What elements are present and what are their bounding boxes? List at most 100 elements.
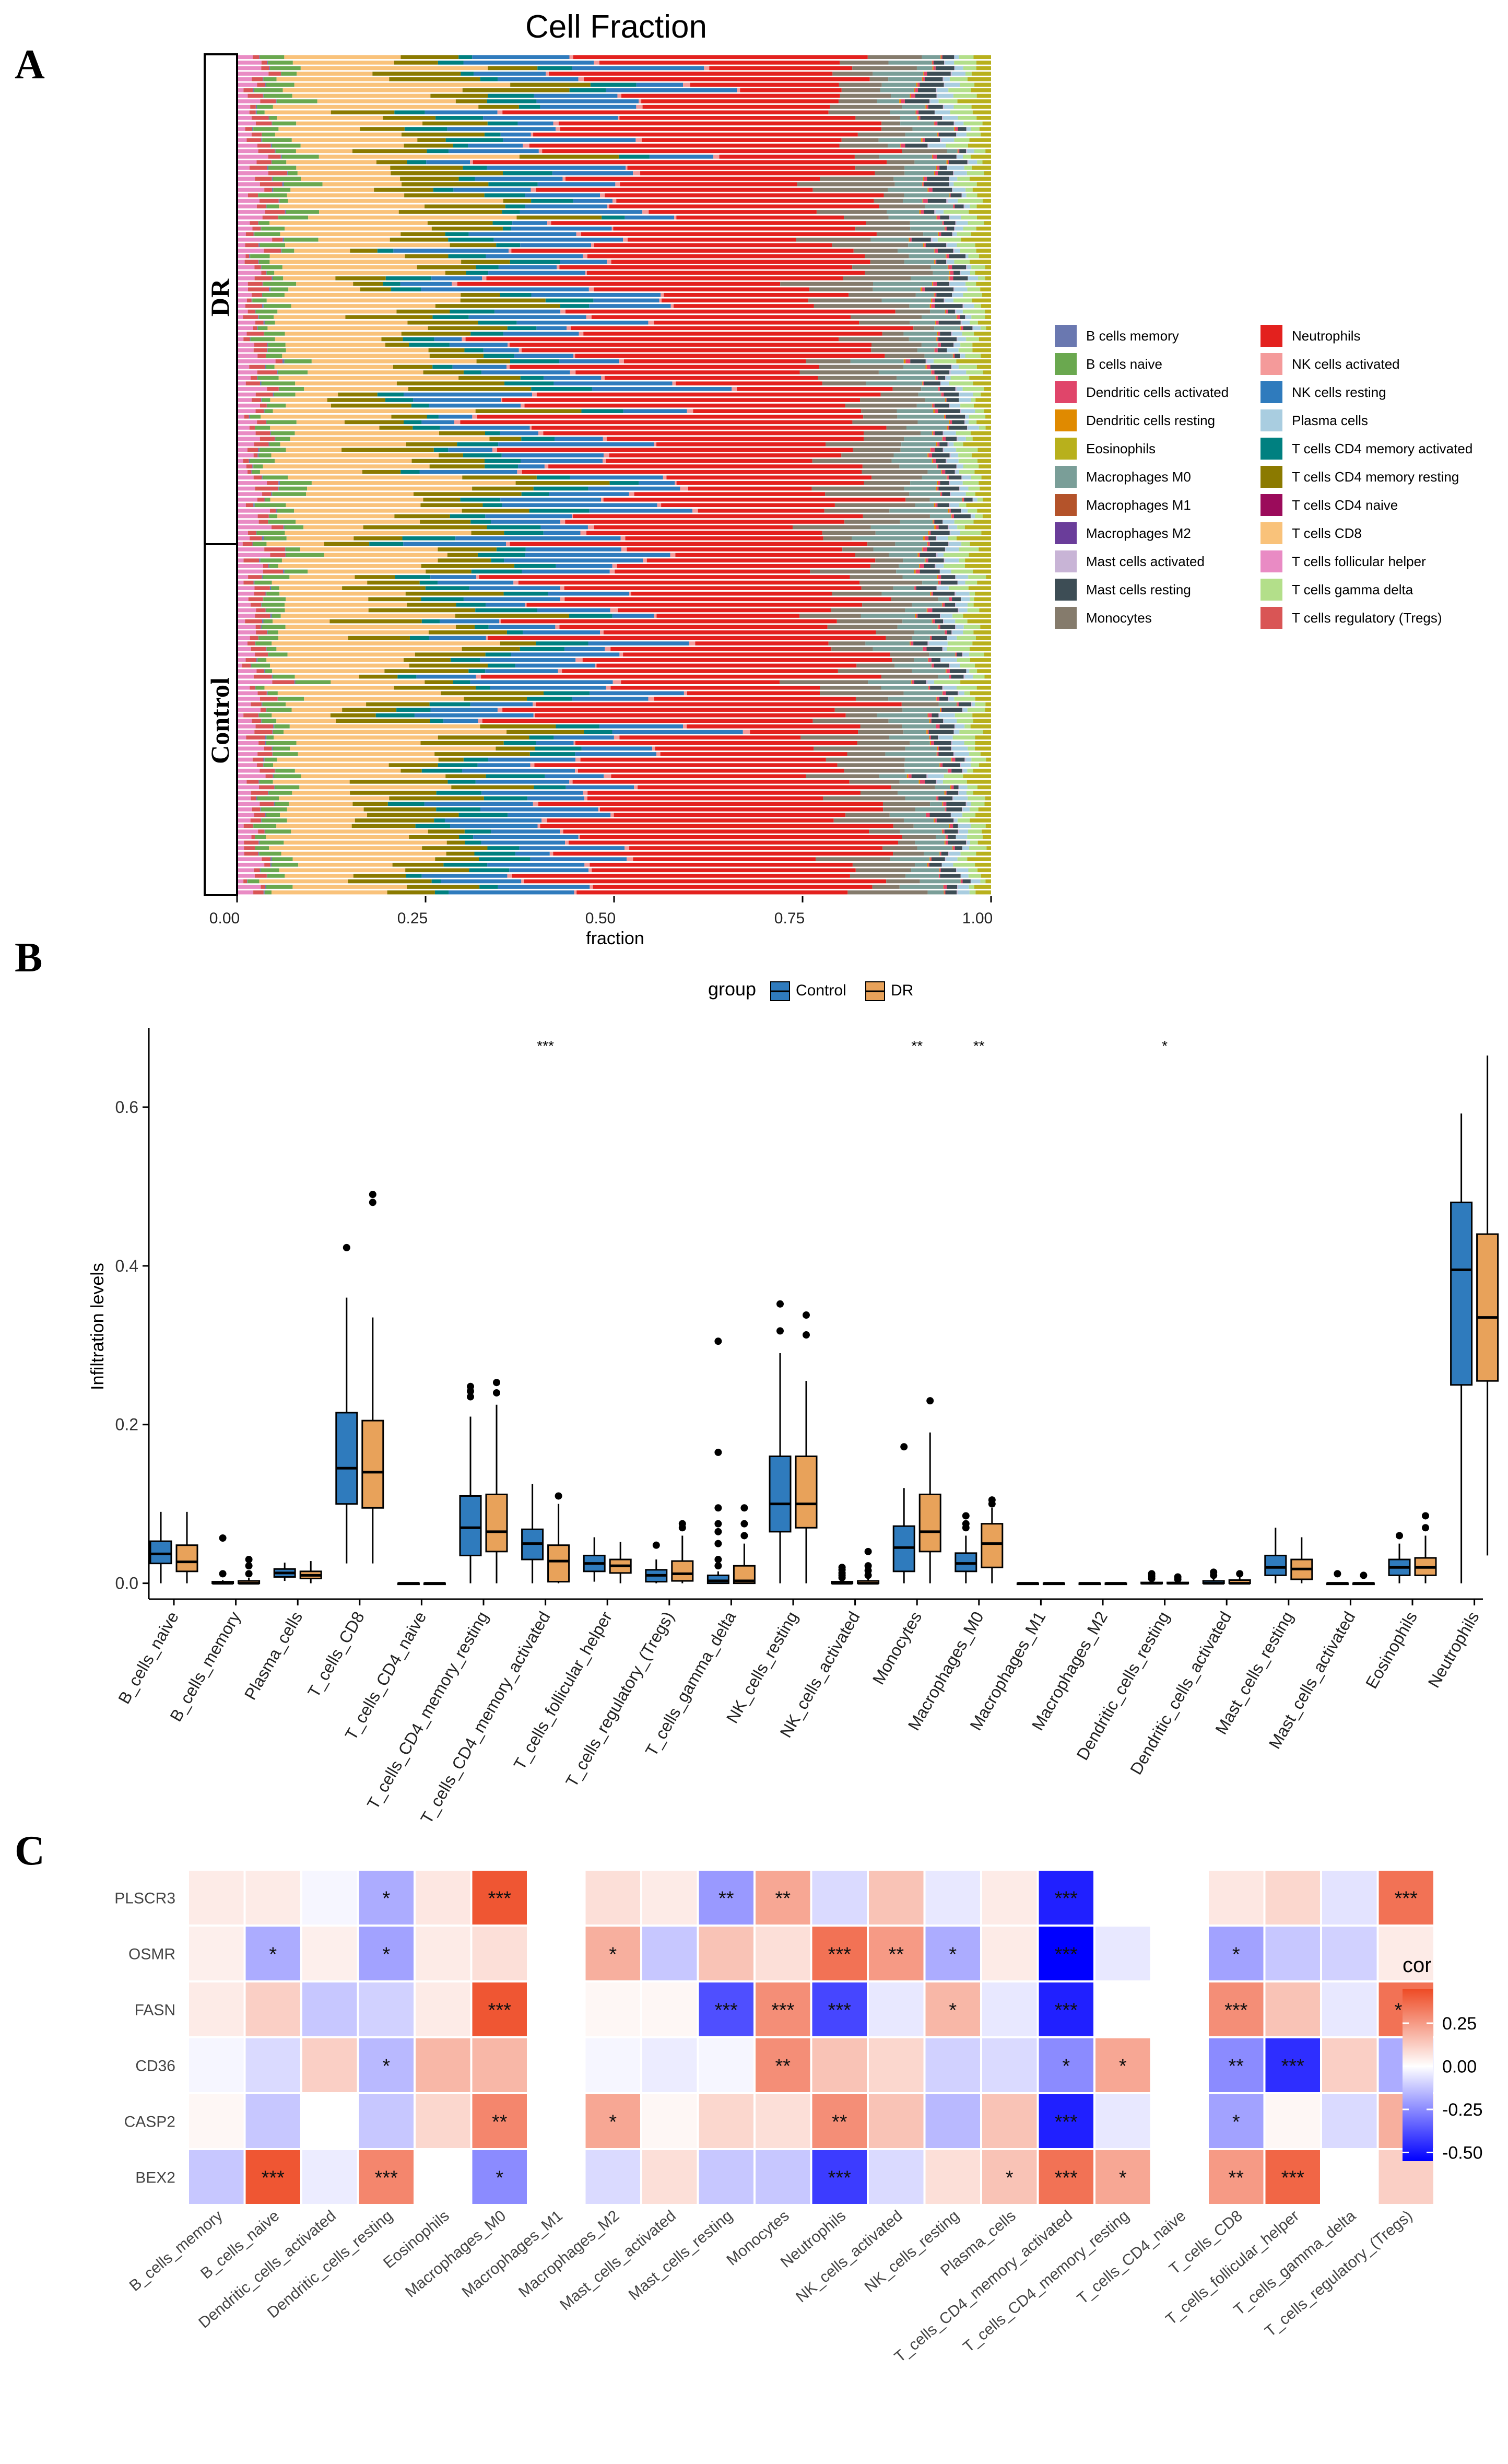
heatmap-cell: [414, 1980, 473, 2038]
bar-segment: [944, 431, 956, 436]
heatmap-cell: [753, 2092, 812, 2150]
outlier-point: [740, 1520, 748, 1528]
bar-segment: [319, 210, 399, 214]
bar-segment: [263, 93, 292, 98]
bar-segment: [300, 143, 404, 148]
bar-segment: [900, 116, 918, 120]
bar-segment: [977, 840, 991, 845]
heatmap-cell: [1093, 1925, 1152, 1982]
bar-segment: [368, 608, 476, 613]
bar-segment: [581, 409, 623, 413]
bar-segment: [244, 851, 258, 856]
significance-label: **: [718, 1888, 734, 1910]
bar-segment: [275, 437, 290, 441]
bar-segment: [932, 453, 950, 457]
bar-segment: [957, 387, 963, 391]
bar-segment: [471, 531, 504, 535]
bar-segment: [252, 398, 262, 402]
bar-segment: [932, 298, 935, 303]
bar-segment: [960, 531, 982, 535]
bar-segment: [604, 774, 611, 779]
bar-segment: [237, 603, 251, 607]
bar-segment: [934, 121, 938, 126]
bar-segment: [942, 431, 944, 436]
heatmap-cell: [1376, 1869, 1435, 1927]
bar-segment: [962, 807, 963, 812]
bar-segment: [407, 160, 427, 165]
heatmap-cell: [923, 1925, 982, 1982]
bar-segment: [261, 719, 262, 723]
bar-segment: [904, 166, 936, 170]
bar-segment: [270, 426, 380, 430]
bar-segment: [549, 492, 629, 496]
bar-segment: [284, 525, 304, 530]
bar-segment: [237, 127, 245, 131]
heatmap-cell: [640, 1925, 699, 1982]
bar-segment: [270, 431, 295, 436]
bar-segment: [936, 459, 946, 463]
bar-segment: [510, 542, 868, 546]
bar-segment: [942, 104, 944, 109]
bar-segment: [934, 403, 950, 408]
bar-segment: [962, 309, 985, 314]
bar-segment: [257, 763, 263, 767]
bar-segment: [940, 492, 941, 496]
bar-segment: [458, 177, 475, 181]
bar-segment: [287, 171, 288, 175]
bar-segment: [362, 470, 401, 474]
bar-segment: [237, 198, 260, 203]
bar-segment: [583, 332, 882, 336]
bar-segment: [401, 132, 485, 137]
significance-label: **: [832, 2111, 847, 2133]
bar-segment: [983, 497, 991, 502]
bar-segment: [405, 591, 504, 596]
bar-segment: [301, 177, 400, 181]
legend-label: NK cells activated: [1292, 356, 1400, 372]
group-box-control: [204, 543, 238, 896]
chart-title: Cell Fraction: [525, 9, 707, 45]
bar-segment: [968, 746, 975, 751]
bar-segment: [263, 597, 286, 602]
legend-swatch: [1055, 466, 1077, 488]
bar-segment: [237, 862, 265, 867]
bar-segment: [937, 481, 938, 485]
bar-segment: [596, 663, 857, 668]
bar-segment: [237, 514, 258, 519]
significance-label: ***: [488, 1888, 512, 1910]
bar-segment: [575, 354, 885, 358]
bar-segment: [559, 265, 853, 269]
bar-segment: [914, 160, 947, 165]
bar-segment: [940, 658, 941, 662]
bar-segment: [954, 226, 956, 231]
bar-segment: [400, 281, 452, 286]
bar-segment: [948, 542, 949, 546]
legend-label: NK cells resting: [1292, 384, 1386, 400]
bar-segment: [966, 337, 979, 342]
bar-segment: [484, 193, 525, 197]
bar-segment: [264, 547, 285, 552]
bar-segment: [462, 509, 529, 513]
bar-segment: [955, 226, 963, 231]
bar-segment: [895, 542, 927, 546]
bar-segment: [237, 730, 255, 734]
bar-segment: [938, 625, 940, 629]
bar-segment: [366, 702, 430, 707]
bar-segment: [939, 166, 947, 170]
bar-segment: [654, 614, 657, 618]
bar-segment: [253, 475, 262, 480]
bar-segment: [674, 304, 814, 308]
bar-segment: [497, 448, 853, 452]
bar-segment: [957, 464, 963, 468]
bar-segment: [934, 210, 936, 214]
heatmap-cell: [414, 1869, 473, 1927]
bar-segment: [281, 72, 297, 76]
bar-segment: [623, 238, 628, 242]
bar-segment: [959, 608, 968, 613]
bar-segment: [629, 591, 631, 596]
bar-segment: [974, 304, 981, 308]
bar-segment: [950, 663, 960, 668]
bar-segment: [944, 774, 963, 779]
bar-segment: [266, 271, 267, 275]
bar-segment: [935, 110, 950, 115]
bar-segment: [266, 813, 280, 817]
